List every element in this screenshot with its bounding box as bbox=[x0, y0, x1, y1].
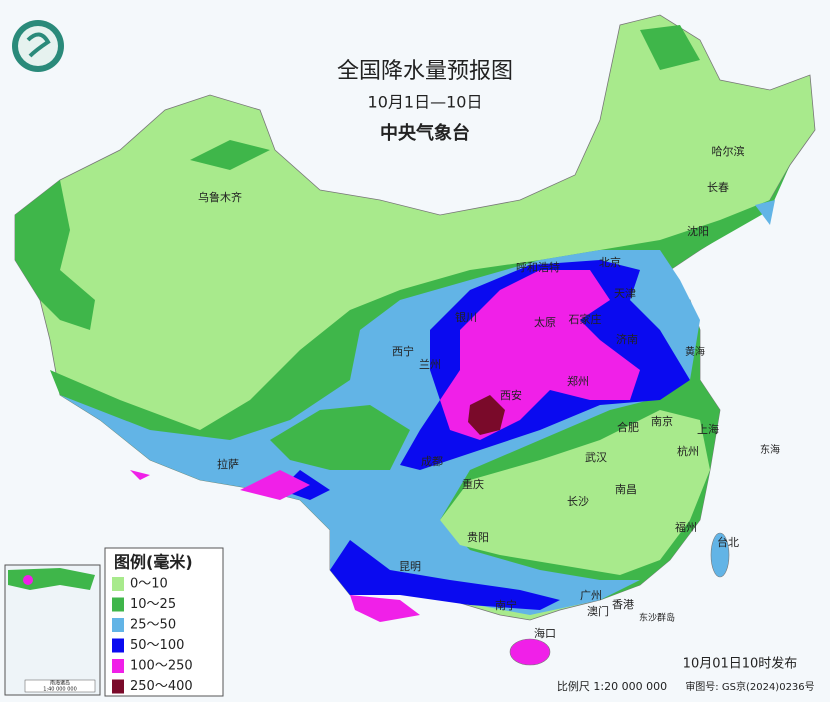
legend-frame bbox=[104, 547, 224, 697]
city: 西宁 bbox=[392, 344, 414, 358]
city: 上海 bbox=[697, 422, 719, 436]
city: 福州 bbox=[675, 520, 697, 534]
city: 贵阳 bbox=[467, 531, 489, 544]
zone-green-south bbox=[440, 410, 710, 575]
city: 广州 bbox=[580, 589, 602, 602]
zone-250-400 bbox=[468, 395, 505, 435]
issuer: 中央气象台 bbox=[380, 122, 470, 144]
legend-swatch bbox=[112, 618, 124, 632]
city: 郑州 bbox=[567, 374, 589, 388]
city: 哈尔滨 bbox=[712, 144, 745, 158]
zone-green-west bbox=[270, 405, 410, 470]
inset-caption-box bbox=[24, 679, 96, 693]
city: 香港 bbox=[612, 598, 634, 611]
legend-swatch bbox=[112, 638, 124, 653]
city: 沈阳 bbox=[687, 224, 709, 238]
city: 长沙 bbox=[567, 495, 589, 508]
city: 银川 bbox=[455, 310, 477, 324]
city: 太原 bbox=[534, 316, 556, 329]
taiwan bbox=[710, 532, 730, 578]
city: 成都 bbox=[421, 455, 443, 468]
china-map bbox=[14, 14, 816, 666]
sea-label: 东沙群岛 bbox=[639, 612, 675, 624]
legend-label: 250～400 bbox=[130, 679, 193, 694]
city: 长春 bbox=[707, 181, 729, 194]
inset-scale: 1:40 000 000 bbox=[43, 687, 77, 693]
legend-label: 100～250 bbox=[130, 659, 193, 674]
title: 全国降水量预报图 bbox=[337, 59, 513, 84]
logo bbox=[12, 20, 64, 72]
city: 杭州 bbox=[677, 444, 699, 458]
review-number: 审图号: GS京(2024)0236号 bbox=[685, 680, 814, 693]
legend-swatch bbox=[112, 577, 124, 591]
legend-title: 图例(毫米) bbox=[114, 553, 193, 572]
legend-label: 25～50 bbox=[130, 618, 176, 633]
city: 南昌 bbox=[615, 483, 637, 496]
legend-label: 50～100 bbox=[130, 638, 184, 653]
inset-rain bbox=[23, 575, 33, 585]
city: 乌鲁木齐 bbox=[198, 190, 242, 204]
legend-swatch bbox=[112, 679, 124, 694]
legend-label: 0～10 bbox=[130, 577, 168, 592]
city: 昆明 bbox=[399, 560, 421, 573]
inset: 南海诸岛 1:40 000 000 bbox=[4, 564, 101, 696]
legend-swatch bbox=[112, 597, 124, 612]
map-scale: 比例尺 1:20 000 000 bbox=[557, 679, 667, 693]
city: 兰州 bbox=[419, 358, 441, 371]
legend-label: 10～25 bbox=[130, 597, 176, 612]
city: 南宁 bbox=[495, 598, 517, 612]
zone-100-250 bbox=[130, 270, 640, 622]
city: 济南 bbox=[616, 332, 638, 346]
legend-swatch bbox=[112, 659, 124, 673]
legend: 图例(毫米) 0～10 10～25 25～50 50～100 100～250 250～40… bbox=[104, 547, 224, 697]
sea-label: 东海 bbox=[760, 443, 780, 456]
city: 海口 bbox=[534, 626, 556, 640]
city: 武汉 bbox=[585, 451, 607, 464]
city: 天津 bbox=[614, 287, 636, 300]
city: 重庆 bbox=[462, 477, 484, 491]
hainan bbox=[509, 638, 551, 666]
city: 石家庄 bbox=[569, 312, 602, 326]
period: 10月1日—10日 bbox=[368, 93, 483, 112]
city: 呼和浩特 bbox=[516, 260, 560, 274]
city: 拉萨 bbox=[217, 457, 239, 471]
city: 西安 bbox=[500, 388, 522, 402]
city: 南京 bbox=[651, 414, 673, 428]
city-labels: 乌鲁木齐 哈尔滨 长春 沈阳 北京 天津 呼和浩特 银川 太原 石家庄 济南 西… bbox=[198, 144, 745, 640]
issued: 10月01日10时发布 bbox=[683, 656, 798, 672]
inset-label: 南海诸岛 bbox=[50, 680, 70, 687]
city: 合肥 bbox=[617, 420, 639, 434]
city: 北京 bbox=[599, 255, 621, 269]
sea-label: 黄海 bbox=[685, 345, 705, 358]
city: 台北 bbox=[717, 535, 739, 549]
city: 澳门 bbox=[587, 604, 609, 618]
